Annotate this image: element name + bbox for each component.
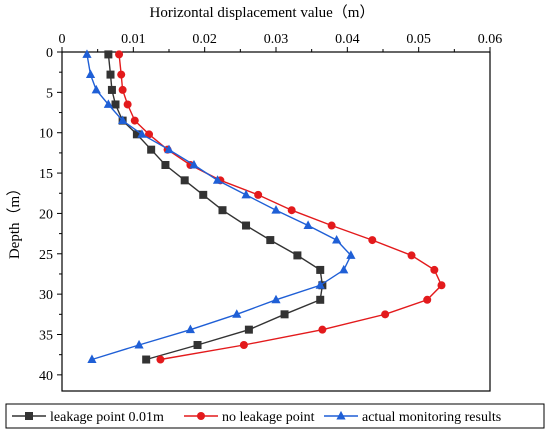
legend: leakage point 0.01m no leakage point actua… bbox=[5, 403, 545, 429]
legend-label: leakage point 0.01m bbox=[50, 410, 164, 425]
data-point bbox=[254, 190, 263, 199]
data-point bbox=[271, 294, 281, 304]
data-point bbox=[316, 295, 325, 304]
data-point bbox=[180, 176, 189, 185]
data-point bbox=[339, 264, 349, 274]
data-point bbox=[164, 144, 174, 154]
data-point bbox=[87, 354, 97, 363]
data-point bbox=[430, 265, 439, 274]
x-tick-label: 0.05 bbox=[406, 32, 431, 47]
data-point bbox=[193, 340, 202, 349]
data-point bbox=[315, 280, 325, 289]
y-tick-label: 40 bbox=[39, 369, 53, 384]
legend-label: actual monitoring results bbox=[362, 410, 501, 425]
data-point bbox=[123, 100, 132, 109]
data-point bbox=[242, 221, 251, 230]
legend-label: no leakage point bbox=[222, 410, 315, 425]
legend-box bbox=[5, 403, 545, 429]
data-point bbox=[423, 295, 432, 304]
data-point bbox=[130, 116, 139, 125]
series-line bbox=[118, 54, 443, 361]
data-point bbox=[103, 99, 113, 108]
data-point bbox=[185, 324, 195, 334]
x-axis: 0 0.01 0.02 0.03 0.04 0.05 0.06 bbox=[59, 32, 503, 52]
x-tick-label: 0.04 bbox=[335, 32, 360, 47]
y-tick-label: 25 bbox=[39, 248, 53, 263]
data-point bbox=[134, 339, 144, 349]
data-point bbox=[271, 205, 281, 214]
y-tick-label: 15 bbox=[39, 167, 53, 182]
data-point bbox=[111, 100, 120, 109]
y-tick-label: 10 bbox=[39, 127, 53, 142]
data-point bbox=[407, 251, 416, 260]
x-tick-label: 0.02 bbox=[192, 32, 217, 47]
data-point bbox=[244, 325, 253, 334]
data-point bbox=[346, 250, 356, 259]
data-point bbox=[287, 206, 296, 215]
data-point bbox=[239, 340, 248, 349]
x-tick-label: 0.03 bbox=[264, 32, 289, 47]
x-axis-label: Horizontal displacement value（m） bbox=[150, 4, 375, 21]
series-square bbox=[104, 50, 327, 364]
y-axis-label: Depth（m） bbox=[6, 181, 23, 259]
data-point bbox=[232, 309, 242, 318]
data-point bbox=[368, 236, 377, 245]
data-point bbox=[327, 221, 336, 230]
data-point bbox=[437, 281, 446, 290]
data-point bbox=[199, 190, 208, 199]
y-tick-label: 5 bbox=[46, 86, 53, 101]
data-point bbox=[156, 355, 165, 364]
data-point bbox=[118, 115, 128, 125]
data-point bbox=[147, 145, 156, 154]
y-tick-label: 0 bbox=[46, 46, 53, 61]
data-point bbox=[117, 70, 126, 79]
data-point bbox=[266, 236, 275, 245]
data-point bbox=[280, 310, 289, 319]
x-tick-label: 0.06 bbox=[478, 32, 503, 47]
x-tick-label: 0.01 bbox=[121, 32, 146, 47]
y-tick-label: 35 bbox=[39, 329, 53, 344]
data-point bbox=[115, 50, 124, 59]
legend-marker bbox=[336, 410, 346, 420]
data-point bbox=[106, 70, 115, 79]
y-axis: 0 5 10 15 20 25 30 35 40 bbox=[39, 46, 62, 384]
data-point bbox=[91, 84, 101, 94]
data-point bbox=[241, 189, 251, 199]
data-point bbox=[132, 130, 141, 139]
data-point bbox=[318, 325, 327, 334]
data-point bbox=[145, 130, 154, 139]
data-point bbox=[293, 251, 302, 260]
data-point bbox=[303, 220, 313, 229]
y-tick-label: 20 bbox=[39, 207, 53, 222]
data-point bbox=[189, 159, 199, 169]
data-point bbox=[85, 69, 96, 79]
legend-marker bbox=[25, 412, 33, 420]
data-point bbox=[381, 310, 390, 319]
series-triangle bbox=[82, 49, 356, 363]
data-point bbox=[107, 85, 116, 94]
data-point bbox=[218, 206, 227, 215]
y-tick-label: 30 bbox=[39, 288, 53, 303]
x-tick-label: 0 bbox=[59, 32, 66, 47]
data-point bbox=[104, 50, 113, 59]
data-point bbox=[212, 175, 223, 184]
data-point bbox=[332, 234, 342, 244]
data-point bbox=[137, 129, 147, 138]
data-point bbox=[161, 161, 170, 169]
data-point bbox=[142, 355, 151, 364]
data-point bbox=[316, 265, 325, 274]
data-point bbox=[118, 85, 127, 94]
data-point bbox=[82, 49, 92, 58]
legend-marker bbox=[197, 412, 205, 420]
